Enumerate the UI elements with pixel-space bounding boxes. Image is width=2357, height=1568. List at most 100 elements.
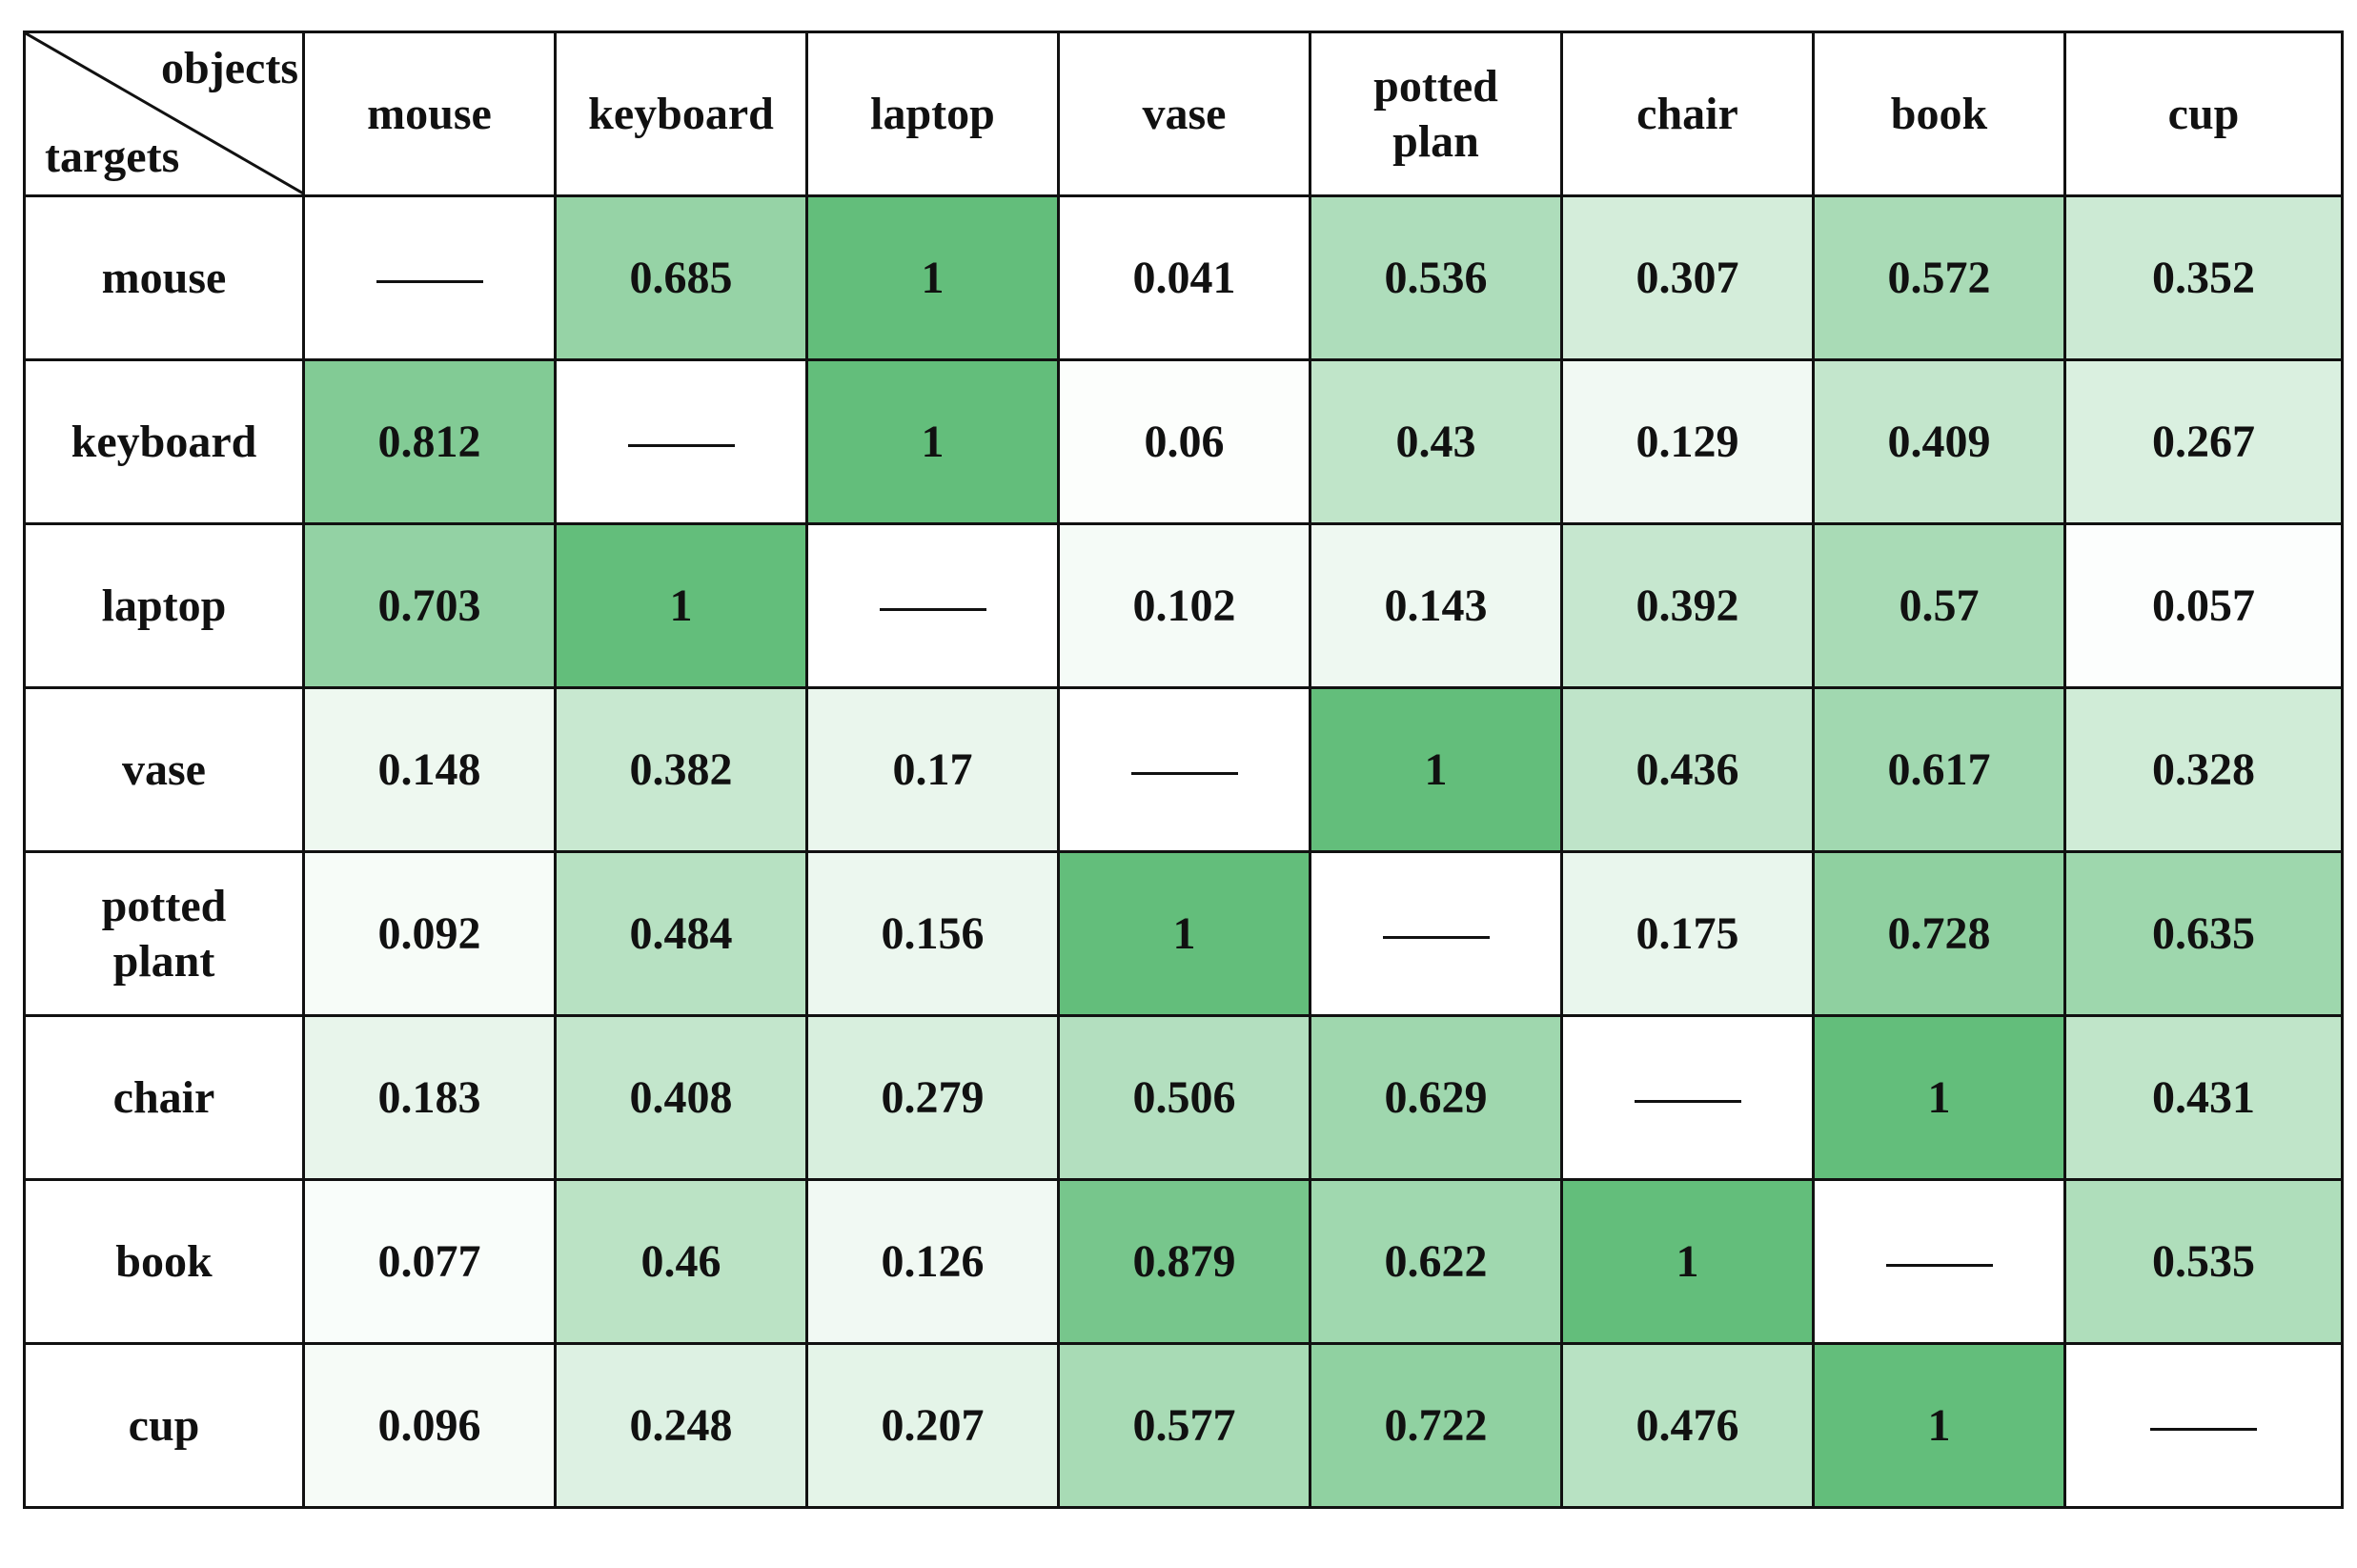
cell-value: 0.408 (629, 1071, 733, 1123)
value-cell: 0.129 (1560, 358, 1815, 525)
value-cell: 1 (1812, 1014, 2066, 1181)
value-cell: 0.43 (1309, 358, 1563, 525)
dash (376, 280, 483, 284)
cell-value: 1 (669, 580, 693, 631)
value-cell: 0.431 (2063, 1014, 2344, 1181)
cell-value: 0.722 (1384, 1399, 1488, 1451)
dash (2150, 1428, 2257, 1432)
data-row: cup 0.096 0.248 0.207 0.577 0.722 0.476 1 (23, 1342, 2344, 1509)
value-cell: 0.685 (554, 194, 808, 361)
value-cell: 0.617 (1812, 686, 2066, 853)
column-label: book (1890, 88, 1988, 139)
value-cell: 0.879 (1057, 1178, 1311, 1345)
value-cell: 0.635 (2063, 850, 2344, 1017)
cell-value: 0.248 (629, 1399, 733, 1451)
column-label: cup (2167, 88, 2240, 139)
cell-value: 0.102 (1132, 580, 1236, 631)
value-cell: 0.126 (805, 1178, 1060, 1345)
column-label: chair (1636, 88, 1738, 139)
row-label: chair (112, 1071, 215, 1123)
value-cell: 1 (554, 522, 808, 689)
column-header: chair (1560, 31, 1815, 197)
row-label: book (115, 1235, 213, 1287)
diagonal-cell (2063, 1342, 2344, 1509)
cell-value: 0.617 (1887, 743, 1991, 795)
cell-value: 1 (921, 252, 945, 303)
cell-value: 0.812 (377, 416, 481, 467)
diagonal-cell (554, 358, 808, 525)
cell-value: 1 (1927, 1399, 1951, 1451)
cell-value: 0.175 (1636, 907, 1739, 959)
value-cell: 0.812 (302, 358, 557, 525)
cell-value: 0.057 (2152, 580, 2255, 631)
cell-value: 0.577 (1132, 1399, 1236, 1451)
cell-value: 0.077 (377, 1235, 481, 1287)
cell-value: 0.635 (2152, 907, 2255, 959)
dash (1130, 772, 1238, 776)
cell-value: 0.572 (1887, 252, 1991, 303)
cell-value: 0.409 (1887, 416, 1991, 467)
row-header: chair (23, 1014, 305, 1181)
cell-value: 0.352 (2152, 252, 2255, 303)
table-body: objects targets mouse keyboard laptop vase p… (23, 31, 2344, 1509)
value-cell: 0.409 (1812, 358, 2066, 525)
row-header: cup (23, 1342, 305, 1509)
value-cell: 0.248 (554, 1342, 808, 1509)
row-header: vase (23, 686, 305, 853)
value-cell: 0.143 (1309, 522, 1563, 689)
cell-value: 0.092 (377, 907, 481, 959)
diagonal-cell (805, 522, 1060, 689)
data-row: chair 0.183 0.408 0.279 0.506 0.629 1 0.431 (23, 1014, 2344, 1181)
cell-value: 0.156 (881, 907, 985, 959)
cell-value: 0.307 (1636, 252, 1739, 303)
cell-value: 0.183 (377, 1071, 481, 1123)
column-header: book (1812, 31, 2066, 197)
value-cell: 1 (1309, 686, 1563, 853)
column-header: laptop (805, 31, 1060, 197)
row-label: keyboard (71, 416, 257, 467)
value-cell: 0.46 (554, 1178, 808, 1345)
diagonal-cell (1057, 686, 1311, 853)
value-cell: 1 (1057, 850, 1311, 1017)
cell-value: 0.041 (1132, 252, 1236, 303)
column-header: vase (1057, 31, 1311, 197)
value-cell: 0.382 (554, 686, 808, 853)
value-cell: 0.703 (302, 522, 557, 689)
value-cell: 0.622 (1309, 1178, 1563, 1345)
cell-value: 0.382 (629, 743, 733, 795)
cell-value: 0.279 (881, 1071, 985, 1123)
cell-value: 0.17 (892, 743, 973, 795)
cell-value: 0.536 (1384, 252, 1488, 303)
value-cell: 0.722 (1309, 1342, 1563, 1509)
row-label: laptop (101, 580, 227, 631)
dash (627, 444, 735, 448)
diagonal-cell (1309, 850, 1563, 1017)
value-cell: 0.328 (2063, 686, 2344, 853)
cell-value: 0.126 (881, 1235, 985, 1287)
value-cell: 0.506 (1057, 1014, 1311, 1181)
value-cell: 0.092 (302, 850, 557, 1017)
dash (1382, 936, 1490, 940)
row-header: laptop (23, 522, 305, 689)
cell-value: 0.879 (1132, 1235, 1236, 1287)
value-cell: 0.307 (1560, 194, 1815, 361)
dash (1634, 1100, 1741, 1104)
value-cell: 0.148 (302, 686, 557, 853)
value-cell: 0.476 (1560, 1342, 1815, 1509)
row-header: book (23, 1178, 305, 1345)
value-cell: 0.535 (2063, 1178, 2344, 1345)
cell-value: 1 (1172, 907, 1196, 959)
data-row: keyboard 0.812 1 0.06 0.43 0.129 0.409 0.267 (23, 358, 2344, 525)
value-cell: 0.17 (805, 686, 1060, 853)
cell-value: 0.685 (629, 252, 733, 303)
column-label: keyboard (588, 88, 774, 139)
row-label: mouse (101, 252, 227, 303)
data-row: laptop 0.703 1 0.102 0.143 0.392 0.57 0.057 (23, 522, 2344, 689)
cell-value: 0.436 (1636, 743, 1739, 795)
cell-value: 1 (1676, 1235, 1699, 1287)
value-cell: 0.207 (805, 1342, 1060, 1509)
column-label: mouse (367, 88, 492, 139)
cell-value: 0.484 (629, 907, 733, 959)
diagonal-cell (302, 194, 557, 361)
corner-top-label: objects (161, 43, 298, 93)
